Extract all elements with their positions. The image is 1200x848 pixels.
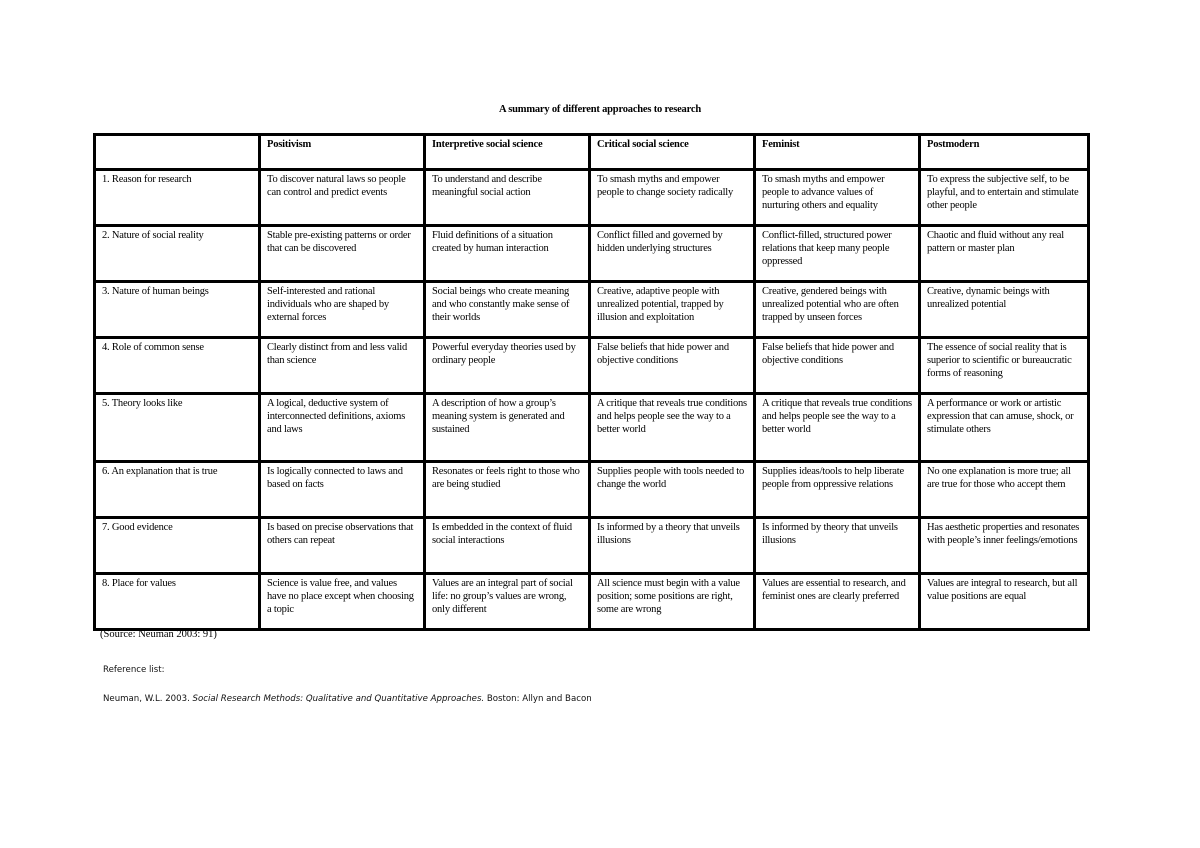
table-row: 4. Role of common sense Clearly distinct … [93,336,1090,395]
table-cell: No one explanation is more true; all are… [918,460,1090,519]
table-cell: A critique that reveals true conditions … [753,392,921,463]
table-cell: All science must begin with a value posi… [588,572,756,631]
table-row: 7. Good evidence Is based on precise obse… [93,516,1090,575]
table-cell: Is informed by a theory that unveils ill… [588,516,756,575]
row-label-cell: 5. Theory looks like [93,392,261,463]
table-row: 2. Nature of social reality Stable pre-ex… [93,224,1090,283]
table-cell: Social beings who create meaning and who… [423,280,591,339]
header-cell-empty [93,133,261,171]
table-cell: To smash myths and empower people to cha… [588,168,756,227]
reference-publisher: Boston: Allyn and Bacon [484,694,592,704]
table-cell: Has aesthetic properties and resonates w… [918,516,1090,575]
table-cell: Is based on precise observations that ot… [258,516,426,575]
table-cell: Self-interested and rational individuals… [258,280,426,339]
table-cell: Resonates or feels right to those who ar… [423,460,591,519]
column-header: Critical social science [588,133,756,171]
reference-entry: Neuman, W.L. 2003. Social Research Metho… [103,694,592,704]
table-cell: A description of how a group’s meaning s… [423,392,591,463]
table-cell: Is informed by theory that unveils illus… [753,516,921,575]
table-cell: To understand and describe meaningful so… [423,168,591,227]
row-label-cell: 2. Nature of social reality [93,224,261,283]
table-row: 8. Place for values Science is value free… [93,572,1090,631]
row-label-cell: 3. Nature of human beings [93,280,261,339]
document-title: A summary of different approaches to res… [499,104,701,115]
table-cell: Values are essential to research, and fe… [753,572,921,631]
column-header: Interpretive social science [423,133,591,171]
row-label-cell: 7. Good evidence [93,516,261,575]
column-header: Positivism [258,133,426,171]
source-citation: (Source: Neuman 2003: 91) [100,629,217,640]
table-cell: Conflict filled and governed by hidden u… [588,224,756,283]
table-cell: Conflict-filled, structured power relati… [753,224,921,283]
table-cell: To smash myths and empower people to adv… [753,168,921,227]
table-cell: A critique that reveals true conditions … [588,392,756,463]
row-label-cell: 8. Place for values [93,572,261,631]
table-cell: Supplies ideas/tools to help liberate pe… [753,460,921,519]
table-row: 1. Reason for research To discover natura… [93,168,1090,227]
table-cell: Values are an integral part of social li… [423,572,591,631]
table-cell: Science is value free, and values have n… [258,572,426,631]
column-header: Postmodern [918,133,1090,171]
row-label-cell: 6. An explanation that is true [93,460,261,519]
table-cell: A performance or work or artistic expres… [918,392,1090,463]
reference-author-year: Neuman, W.L. 2003. [103,694,193,704]
table-cell: To discover natural laws so people can c… [258,168,426,227]
table-header-row: Positivism Interpretive social science Cri… [93,133,1090,171]
table-cell: To express the subjective self, to be pl… [918,168,1090,227]
table-row: 5. Theory looks like A logical, deductive… [93,392,1090,463]
reference-list-label: Reference list: [103,665,165,675]
table-cell: Stable pre-existing patterns or order th… [258,224,426,283]
table-cell: The essence of social reality that is su… [918,336,1090,395]
table-cell: Creative, gendered beings with unrealize… [753,280,921,339]
row-label-cell: 4. Role of common sense [93,336,261,395]
table-cell: A logical, deductive system of interconn… [258,392,426,463]
reference-book-title: Social Research Methods: Qualitative and… [192,694,485,704]
table-cell: Clearly distinct from and less valid tha… [258,336,426,395]
table-row: 6. An explanation that is true Is logical… [93,460,1090,519]
table-cell: Creative, dynamic beings with unrealized… [918,280,1090,339]
table-cell: Is embedded in the context of fluid soci… [423,516,591,575]
table-row: 3. Nature of human beings Self-interested… [93,280,1090,339]
table-cell: Creative, adaptive people with unrealize… [588,280,756,339]
table-cell: Supplies people with tools needed to cha… [588,460,756,519]
table-cell: False beliefs that hide power and object… [588,336,756,395]
table-cell: Fluid definitions of a situation created… [423,224,591,283]
table-cell: Powerful everyday theories used by ordin… [423,336,591,395]
table-cell: Chaotic and fluid without any real patte… [918,224,1090,283]
column-header: Feminist [753,133,921,171]
table-cell: Is logically connected to laws and based… [258,460,426,519]
table-cell: Values are integral to research, but all… [918,572,1090,631]
row-label-cell: 1. Reason for research [93,168,261,227]
approaches-table: Positivism Interpretive social science Cri… [93,133,1090,631]
table-cell: False beliefs that hide power and object… [753,336,921,395]
